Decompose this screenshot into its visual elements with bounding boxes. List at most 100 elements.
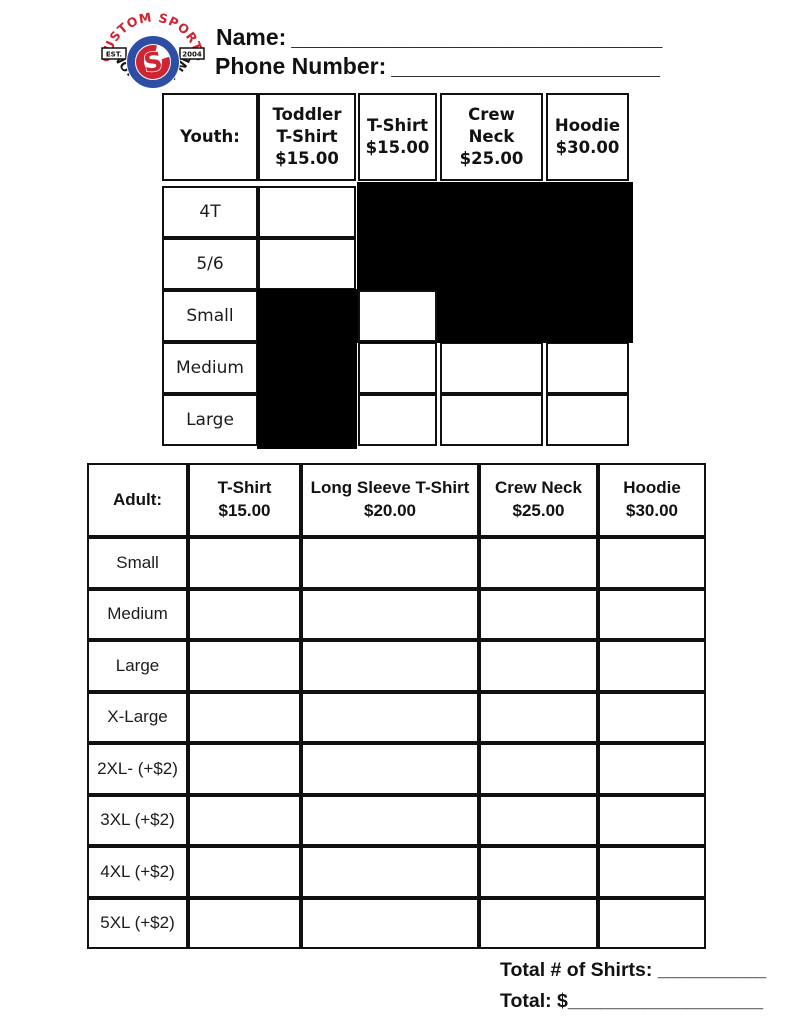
adult-cell-medium-hoodie[interactable]: [598, 588, 706, 640]
adult-cell-large-long-sleeve[interactable]: [301, 640, 479, 692]
adult-col-crew-neck: Crew Neck $25.00: [479, 463, 598, 537]
column-name: T-Shirt: [367, 116, 428, 136]
logo-year-badge: 2004: [179, 47, 205, 60]
logo-est-badge: EST.: [101, 47, 127, 60]
logo-emblem: S: [126, 35, 180, 89]
adult-cell-5xl-crew-neck[interactable]: [479, 897, 598, 949]
youth-row-label-large: Large: [162, 394, 258, 446]
adult-cell-medium-crew-neck[interactable]: [479, 588, 598, 640]
phone-label: Phone Number:: [215, 53, 387, 79]
column-name: Crew Neck: [468, 105, 515, 147]
youth-cell-medium-tshirt[interactable]: [358, 342, 437, 394]
adult-cell-small-hoodie[interactable]: [598, 537, 706, 589]
adult-cell-x-large-tshirt[interactable]: [188, 691, 301, 743]
total-shirts-label: Total # of Shirts:: [500, 959, 653, 981]
svg-text:EST.: EST.: [106, 51, 122, 59]
youth-row-label-medium: Medium: [162, 342, 258, 394]
svg-text:2004: 2004: [182, 51, 202, 59]
name-line: Name: _____________________________: [216, 24, 662, 51]
youth-cell-medium-crew-neck[interactable]: [440, 342, 543, 394]
adult-cell-3xl-tshirt[interactable]: [188, 794, 301, 846]
adult-col-long-sleeve-tshirt: Long Sleeve T-Shirt $20.00: [301, 463, 479, 537]
name-input-line[interactable]: _____________________________: [291, 24, 663, 50]
adult-row-label-x-large: X-Large: [87, 691, 188, 743]
column-price: $15.00: [218, 501, 271, 520]
adult-cell-4xl-crew-neck[interactable]: [479, 846, 598, 898]
column-price: $15.00: [365, 138, 430, 157]
adult-cell-4xl-tshirt[interactable]: [188, 846, 301, 898]
column-name: T-Shirt: [217, 478, 272, 498]
youth-cell-large-hoodie[interactable]: [546, 394, 629, 446]
adult-row-label-medium: Medium: [87, 588, 188, 640]
total-amount-label: Total: $: [500, 990, 568, 1012]
logo-monogram: S: [142, 47, 165, 79]
column-price: $30.00: [626, 501, 678, 520]
total-amount-input-line[interactable]: __________________: [567, 990, 764, 1012]
adult-cell-small-crew-neck[interactable]: [479, 537, 598, 589]
adult-row-label-4xl: 4XL (+$2): [87, 846, 188, 898]
column-price: $30.00: [555, 138, 620, 157]
adult-cell-3xl-crew-neck[interactable]: [479, 794, 598, 846]
column-price: $25.00: [512, 501, 565, 520]
youth-col-tshirt: T-Shirt $15.00: [358, 93, 437, 181]
youth-cell-4t-toddler-tshirt[interactable]: [258, 186, 356, 238]
adult-cell-medium-tshirt[interactable]: [188, 588, 301, 640]
youth-cell-5-6-toddler-tshirt[interactable]: [258, 238, 356, 290]
adult-cell-x-large-crew-neck[interactable]: [479, 691, 598, 743]
total-amount-line: Total: $__________________: [500, 986, 766, 1017]
youth-cell-large-tshirt[interactable]: [358, 394, 437, 446]
totals-block: Total # of Shirts: __________ Total: $__…: [500, 955, 766, 1017]
adult-cell-4xl-long-sleeve[interactable]: [301, 846, 479, 898]
youth-row-label-4t: 4T: [162, 186, 258, 238]
column-name: Hoodie: [554, 116, 621, 136]
adult-row-label-small: Small: [87, 537, 188, 589]
name-label: Name:: [216, 24, 287, 50]
youth-row-label-small: Small: [162, 290, 258, 342]
youth-cell-medium-hoodie[interactable]: [546, 342, 629, 394]
adult-cell-large-crew-neck[interactable]: [479, 640, 598, 692]
adult-cell-x-large-hoodie[interactable]: [598, 691, 706, 743]
column-name: Toddler T-Shirt: [272, 105, 342, 147]
adult-table: Adult: T-Shirt $15.00 Long Sleeve T-Shir…: [87, 463, 706, 949]
adult-cell-x-large-long-sleeve[interactable]: [301, 691, 479, 743]
phone-input-line[interactable]: _____________________: [391, 53, 660, 79]
youth-row-label-5-6: 5/6: [162, 238, 258, 290]
column-price: $15.00: [275, 148, 339, 168]
adult-cell-2xl-crew-neck[interactable]: [479, 743, 598, 795]
adult-cell-3xl-long-sleeve[interactable]: [301, 794, 479, 846]
adult-cell-large-tshirt[interactable]: [188, 640, 301, 692]
adult-cell-4xl-hoodie[interactable]: [598, 846, 706, 898]
youth-col-toddler-tshirt: Toddler T-Shirt $15.00: [258, 93, 356, 181]
total-shirts-line: Total # of Shirts: __________: [500, 955, 766, 986]
adult-cell-small-tshirt[interactable]: [188, 537, 301, 589]
adult-cell-2xl-hoodie[interactable]: [598, 743, 706, 795]
youth-cell-small-tshirt[interactable]: [358, 290, 437, 342]
logo-red-c-icon: [136, 45, 170, 79]
youth-blocked-region-toddler-column: [257, 289, 357, 449]
adult-col-hoodie: Hoodie $30.00: [598, 463, 706, 537]
adult-cell-5xl-hoodie[interactable]: [598, 897, 706, 949]
adult-cell-5xl-tshirt[interactable]: [188, 897, 301, 949]
youth-col-hoodie: Hoodie $30.00: [546, 93, 629, 181]
column-name: Hoodie: [623, 478, 681, 498]
adult-cell-medium-long-sleeve[interactable]: [301, 588, 479, 640]
adult-row-label-5xl: 5XL (+$2): [87, 897, 188, 949]
total-shirts-input-line[interactable]: __________: [657, 959, 767, 981]
adult-cell-2xl-long-sleeve[interactable]: [301, 743, 479, 795]
youth-col-crew-neck: Crew Neck $25.00: [440, 93, 543, 181]
adult-row-label-large: Large: [87, 640, 188, 692]
phone-line: Phone Number: _____________________: [215, 53, 660, 80]
adult-row-label-2xl: 2XL- (+$2): [87, 743, 188, 795]
adult-cell-large-hoodie[interactable]: [598, 640, 706, 692]
adult-cell-small-long-sleeve[interactable]: [301, 537, 479, 589]
adult-cell-5xl-long-sleeve[interactable]: [301, 897, 479, 949]
column-price: $25.00: [459, 148, 524, 168]
youth-cell-large-crew-neck[interactable]: [440, 394, 543, 446]
custom-sports-logo: CUSTOM SPORTS NORFOLK, NE EST. 2004 S: [101, 12, 205, 89]
adult-table-title: Adult:: [87, 463, 188, 537]
column-name: Crew Neck: [495, 478, 582, 498]
adult-cell-3xl-hoodie[interactable]: [598, 794, 706, 846]
column-price: $20.00: [364, 501, 416, 520]
adult-cell-2xl-tshirt[interactable]: [188, 743, 301, 795]
